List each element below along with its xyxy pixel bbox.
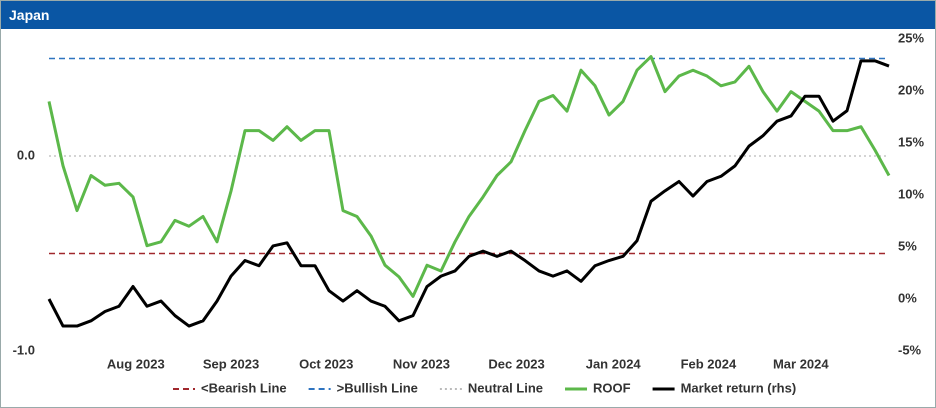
x-tick-label: Dec 2023 [488,356,544,371]
y2-tick-label: 15% [898,134,924,149]
x-tick-label: Mar 2024 [773,356,829,371]
legend-label: <Bearish Line [201,380,287,395]
panel-title: Japan [1,1,935,29]
y2-tick-label: 0% [898,290,917,305]
y2-tick-label: 10% [898,186,924,201]
y2-tick-label: 20% [898,82,924,97]
chart: -1.0 0.0 -5% 0% 5% 10% 15% 20% 25% Aug 2023 Sep 20… [13,30,925,395]
x-tick-label: Jan 2024 [586,356,642,371]
x-tick-label: Nov 2023 [393,356,450,371]
x-tick-label: Sep 2023 [203,356,259,371]
x-tick-label: Aug 2023 [107,356,165,371]
x-tick-label: Feb 2024 [681,356,737,371]
series-line [47,55,891,298]
y2-tick-label: 5% [898,238,917,253]
y-tick-label: 0.0 [17,147,35,162]
legend-label: Neutral Line [468,380,543,395]
legend-label: ROOF [593,380,631,395]
series-line [47,59,890,328]
y2-tick-label: -5% [898,342,922,357]
legend-label: >Bullish Line [337,380,418,395]
x-tick-label: Oct 2023 [299,356,353,371]
y2-tick-label: 25% [898,30,924,45]
y-tick-label: -1.0 [13,342,35,357]
legend-label: Market return (rhs) [681,380,797,395]
